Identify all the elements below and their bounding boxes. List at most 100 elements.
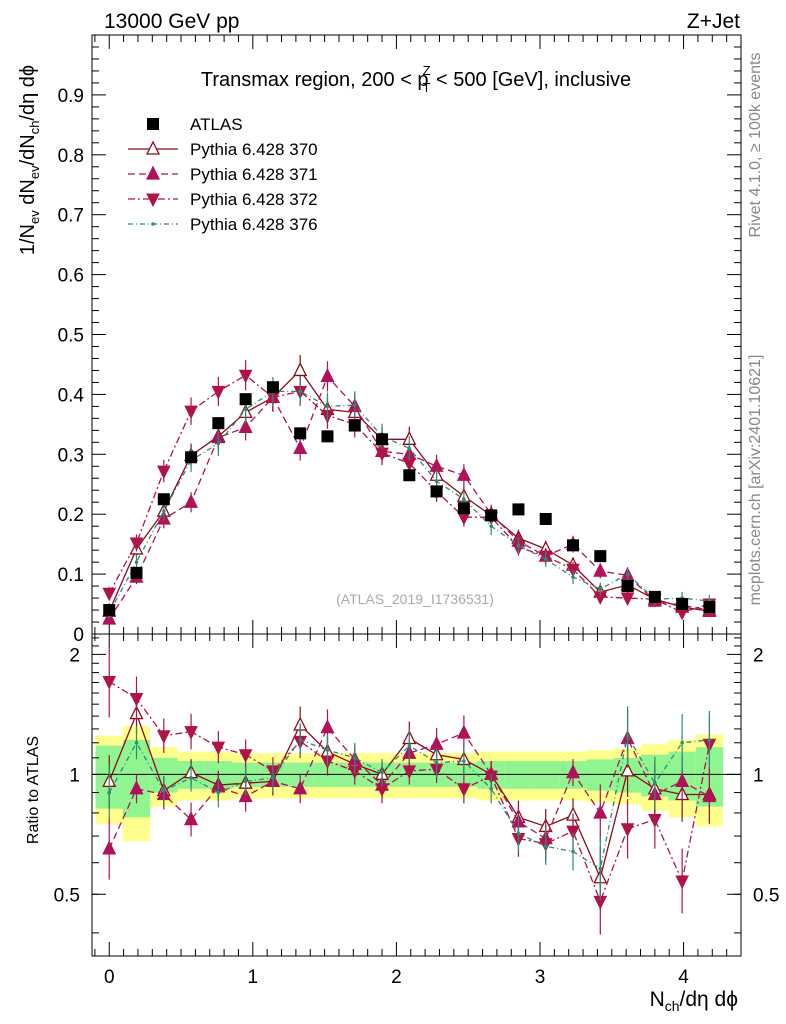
legend: ATLAS Pythia 6.428 370 Pythia 6.428 371 Pyt… [128,115,318,234]
atlas-point [648,590,661,603]
chart-title: Transmax region, 200 < pZ T < 500 [GeV], … [201,63,631,95]
ratio-axis-label: Ratio to ATLAS [25,736,42,844]
pythia-372-ratio-point [675,875,689,890]
legend-marker [151,222,155,226]
pythia-376-ratio-point [407,743,412,748]
y-tick-label: 0.6 [58,266,84,287]
atlas-point [457,502,470,515]
pythia-376-ratio-point [489,786,493,791]
collision-label: 13000 GeV pp [104,10,239,33]
pythia-376-ratio-point [107,790,112,795]
atlas-point [266,381,279,394]
legend-marker [145,140,161,155]
pythia-376-point [625,572,630,576]
atlas-point [621,580,634,593]
pythia-376-point [161,509,166,514]
pythia-376-point [243,407,248,412]
pythia-376-ratio-point [298,738,302,742]
ratio-tick-label-right: 1 [753,765,764,786]
pythia-371-ratio-point [565,764,581,779]
pythia-372-ratio-point [457,783,471,797]
pythia-376-point [134,560,139,564]
atlas-point [485,509,498,522]
pythia-371-point [320,367,335,383]
pythia-376-point [598,587,603,591]
pythia-371-ratio-point [593,804,608,819]
pythia-376-ratio-point [243,779,248,784]
y-tick-label: 0.4 [58,385,85,406]
ratio-panel-series [102,645,717,935]
x-tick-label: 4 [678,967,689,988]
pythia-372-point [102,587,117,602]
pythia-376-point [543,557,548,561]
pythia-372-ratio-point [648,814,662,828]
main-panel-series [102,355,717,625]
atlas-point [185,451,198,464]
atlas-point [539,512,552,525]
pythia-371-ratio-point [675,772,690,788]
pythia-370-ratio-point [620,762,635,777]
pythia-371-point [456,466,471,481]
pythia-372-point [184,405,198,420]
pythia-372-ratio-point [156,730,171,744]
mcplots-info: mcplots.cern.ch [arXiv:2401.10621] [747,355,764,606]
ratio-green-band-bin [504,761,533,789]
atlas-point [294,427,307,440]
atlas-point [403,469,416,482]
pythia-376-ratio-point [271,776,275,780]
pythia-372-point [129,537,144,552]
pythia-372-point [620,592,635,607]
pythia-372-point [211,385,226,400]
pythia-372-ratio-point [238,749,253,763]
pythia-376-ratio-point [434,760,439,765]
y-tick-label: 0.3 [58,445,84,466]
y-tick-label: 0.8 [58,146,84,167]
y-tick-label: 0.7 [58,206,84,227]
axes: 0 0.1 0.2 0.3 0.4 0.5 0.6 0.7 0.8 0.9 0 1 2 3 4 0.5 0.5 1… [54,35,779,988]
x-tick-label: 2 [391,967,402,988]
pythia-371-ratio-point [456,724,471,739]
pythia-370-point [293,361,308,377]
pythia-371-point [184,493,199,508]
ratio-tick-label-right: 0.5 [753,885,779,906]
pythia-372-ratio-point [184,726,198,740]
pythia-376-ratio-point [571,849,575,854]
pythia-372-point [156,465,171,480]
pythia-376-point [298,389,302,394]
pythia-372-ratio-point [211,741,226,756]
y-tick-label: 0 [73,625,84,646]
pythia-376-ratio-point [707,738,712,742]
pythia-376-ratio-point [352,756,357,760]
pythia-371-ratio-point [129,780,144,795]
pythia-371-ratio-point [184,811,199,826]
atlas-point [348,419,361,432]
pythia-376-point [489,524,493,528]
pythia-376-ratio-point [516,831,521,836]
pythia-371-point [593,562,608,577]
pythia-376-ratio-point [325,748,330,752]
x-tick-label: 1 [248,967,259,988]
pythia-376-ratio-point [134,740,139,745]
x-tick-label: 3 [535,967,546,988]
pythia-376-ratio-point [598,866,603,871]
x-axis-label: Nch/dη dϕ [650,988,738,1014]
legend-label: Pythia 6.428 372 [190,190,318,209]
pythia-371-ratio-point [102,840,117,855]
pythia-376-point [462,497,466,502]
atlas-point [512,503,525,516]
atlas-point [703,601,716,614]
legend-label: ATLAS [190,115,243,134]
rivet-info: Rivet 4.1.0, ≥ 100k events [747,53,764,238]
legend-label: Pythia 6.428 376 [190,215,318,234]
pythia-372-point [238,369,253,384]
atlas-point [430,485,443,498]
pythia-372-ratio-point [402,765,417,780]
legend-marker [145,165,161,180]
pythia-376-point [216,441,221,446]
atlas-point [676,598,689,611]
pythia-376-ratio-point [189,776,193,780]
pythia-376-ratio-point [161,788,166,793]
x-tick-label: 0 [104,967,115,988]
pythia-376-point [352,403,357,407]
pythia-371-ratio-point [293,780,308,795]
